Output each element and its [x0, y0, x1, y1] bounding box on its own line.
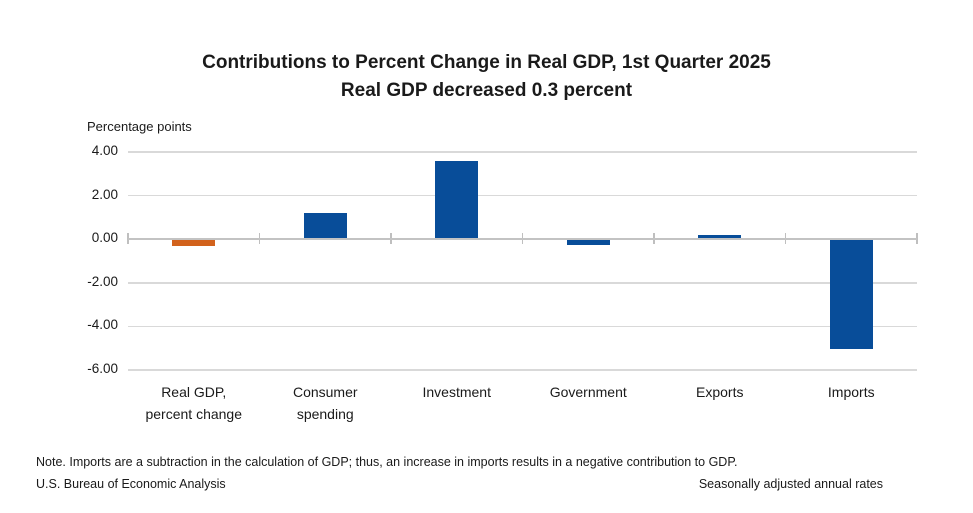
category-label-imports: Imports	[827, 384, 875, 400]
source-text: U.S. Bureau of Economic Analysis	[36, 477, 226, 491]
gridline	[128, 369, 917, 371]
category-label-exports: Exports	[696, 384, 744, 400]
chart-subtitle: Real GDP decreased 0.3 percent	[340, 80, 633, 101]
y-tick-label: -4.00	[87, 317, 118, 333]
note-text: Note. Imports are a subtraction in the c…	[36, 455, 738, 469]
y-tick-label: -6.00	[87, 361, 118, 376]
gridline	[128, 194, 917, 197]
x-axis-line	[128, 238, 917, 241]
y-tick-label: -2.00	[87, 273, 118, 289]
category-label-investment: Investment	[422, 384, 491, 400]
gridline	[128, 282, 917, 284]
bar-government	[566, 239, 610, 245]
y-tick-label: 2.00	[91, 186, 118, 202]
seasonal-adjustment-note: Seasonally adjusted annual rates	[698, 477, 883, 491]
category-label-consumer-spending: Consumer spending	[292, 384, 358, 422]
footer-row: U.S. Bureau of Economic Analysis Seasona…	[36, 477, 883, 491]
y-tick-label: 4.00	[91, 143, 118, 158]
bar-real-gdp-percent-change	[172, 239, 216, 246]
y-axis-unit-label: Percentage points	[87, 119, 192, 134]
y-tick-label: 0.00	[91, 230, 118, 246]
category-label-government: Government	[549, 384, 627, 400]
bar-consumer-spending	[303, 212, 347, 240]
chart-title-block: Contributions to Percent Change in Real …	[0, 49, 973, 105]
bar-investment	[435, 160, 479, 240]
gridline	[128, 151, 917, 153]
chart-title: Contributions to Percent Change in Real …	[202, 52, 771, 73]
bar-exports	[698, 235, 742, 240]
gridline	[128, 325, 917, 328]
x-axis-tick	[916, 233, 918, 244]
bar-imports	[829, 239, 873, 349]
category-label-real-gdp-percent-change: Real GDP, percent change	[145, 384, 243, 422]
